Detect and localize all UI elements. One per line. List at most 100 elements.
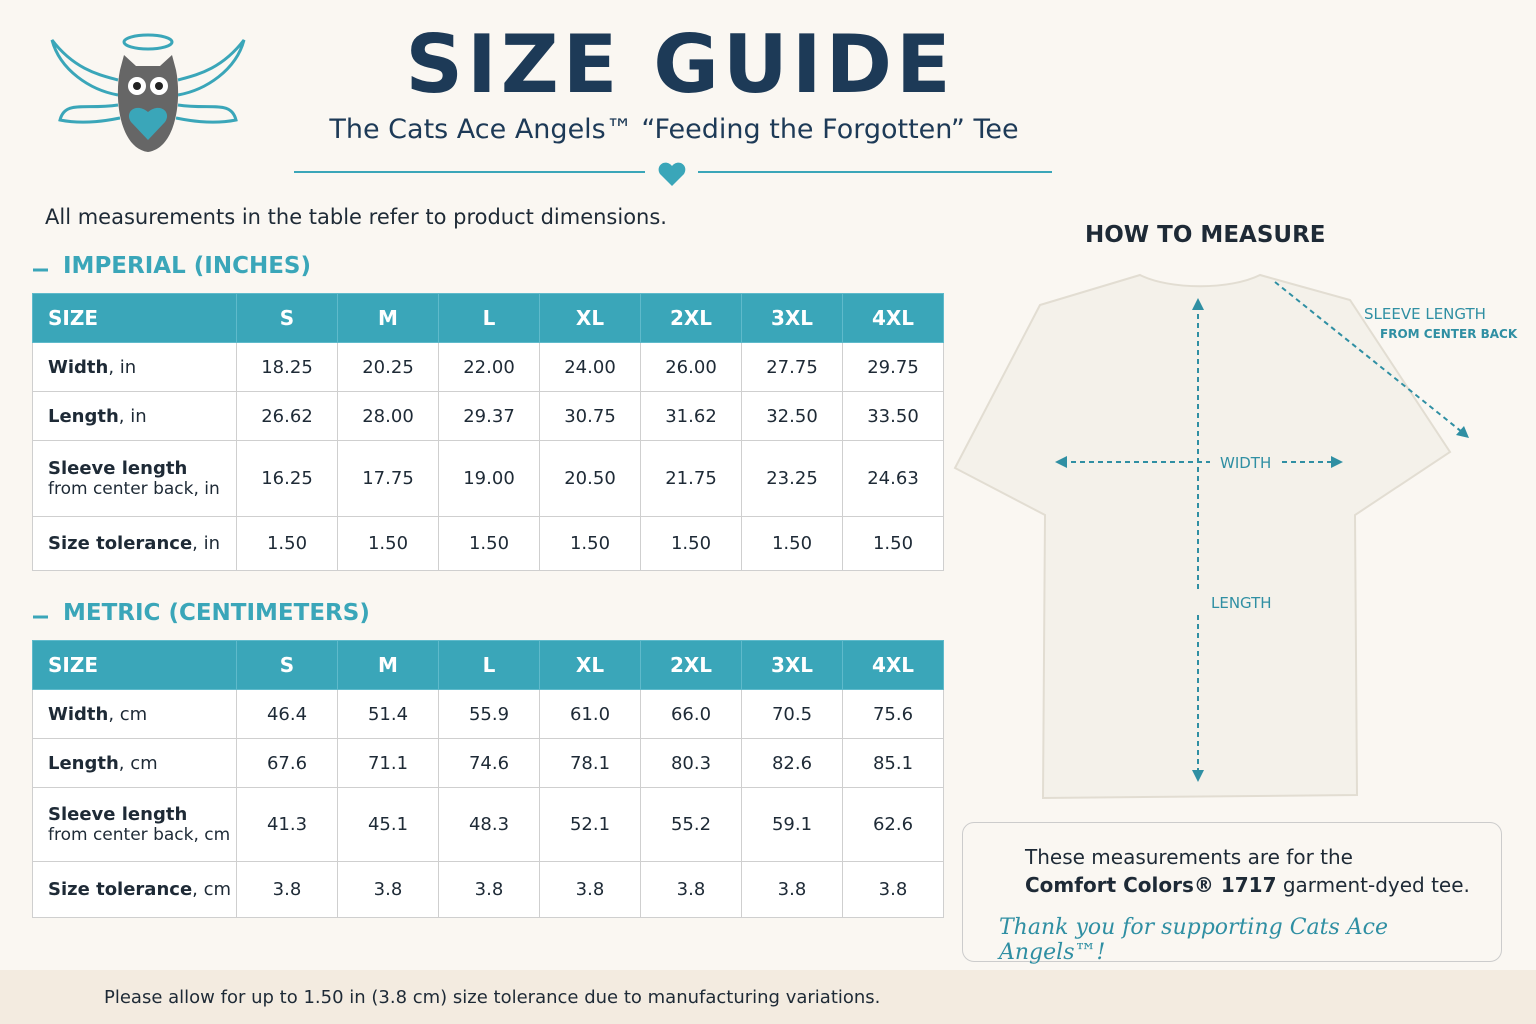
unit: , in — [108, 356, 137, 378]
measure-name: Length — [48, 752, 119, 774]
cell: 55.9 — [438, 689, 540, 739]
cell: 48.3 — [438, 787, 540, 862]
row-label: Width, in — [32, 342, 237, 392]
length-label: LENGTH — [1211, 594, 1272, 612]
cell: 26.62 — [236, 391, 338, 441]
row-label: Sleeve length from center back, in — [32, 440, 237, 517]
measure-name: Sleeve length — [48, 804, 188, 825]
column-header: M — [337, 293, 439, 343]
header-row: SIZE S M L XL 2XL 3XL 4XL — [32, 293, 944, 343]
cell: 59.1 — [741, 787, 843, 862]
cell: 29.75 — [842, 342, 944, 392]
table-row: Length, cm 67.6 71.1 74.6 78.1 80.3 82.6 85.1 — [32, 738, 944, 788]
cell: 23.25 — [741, 440, 843, 517]
note-line: These measurements are for the — [1025, 845, 1353, 869]
cell: 26.00 — [640, 342, 742, 392]
thanks: Thank you for supporting Cats Ace Angels… — [999, 915, 1388, 965]
note-line: Comfort Colors® 1717 garment-dyed tee. — [1025, 873, 1470, 897]
column-header: 2XL — [640, 640, 742, 690]
measure-name: Sleeve length — [48, 458, 188, 479]
table-row: Size tolerance, in 1.50 1.50 1.50 1.50 1.50 1.… — [32, 516, 944, 571]
cell: 18.25 — [236, 342, 338, 392]
measure-name: Size tolerance — [48, 533, 193, 554]
note-box: These measurements are for the Comfort C… — [962, 822, 1502, 965]
cell: 74.6 — [438, 738, 540, 788]
cell: 1.50 — [236, 516, 338, 571]
cell: 20.25 — [337, 342, 439, 392]
measure-name: Width — [48, 356, 109, 378]
cell: 41.3 — [236, 787, 338, 862]
cell: 46.4 — [236, 689, 338, 739]
cell: 52.1 — [539, 787, 641, 862]
column-header: XL — [539, 640, 641, 690]
cell: 21.75 — [640, 440, 742, 517]
cell: 1.50 — [741, 516, 843, 571]
title: SIZE GUIDE — [405, 18, 955, 111]
sleeve-label: SLEEVE LENGTH — [1364, 305, 1486, 323]
cell: 85.1 — [842, 738, 944, 788]
size-table: SIZE S M L XL 2XL 3XL 4XL Width, in 18.25 20.25 22.… — [32, 293, 944, 571]
table-row: Sleeve length from center back, in 16.25 17… — [32, 440, 944, 517]
column-header: 3XL — [741, 640, 843, 690]
cell: 3.8 — [741, 861, 843, 918]
unit: , cm — [192, 879, 232, 900]
table-row: Size tolerance, cm 3.8 3.8 3.8 3.8 3.8 3.8 3.8 — [32, 861, 944, 918]
cell: 32.50 — [741, 391, 843, 441]
table-row: Length, in 26.62 28.00 29.37 30.75 31.62 32.50… — [32, 391, 944, 441]
cell: 67.6 — [236, 738, 338, 788]
cell: 27.75 — [741, 342, 843, 392]
row-label: Sleeve length from center back, cm — [32, 787, 237, 862]
cell: 1.50 — [640, 516, 742, 571]
cell: 24.00 — [539, 342, 641, 392]
width-label: WIDTH — [1218, 454, 1274, 472]
column-header: 4XL — [842, 640, 944, 690]
column-header: 4XL — [842, 293, 944, 343]
sub-label: from center back, cm — [48, 825, 231, 845]
row-label: Length, cm — [32, 738, 237, 788]
table-row: Width, cm 46.4 51.4 55.9 61.0 66.0 70.5 75.6 — [32, 689, 944, 739]
row-label: Width, cm — [32, 689, 237, 739]
cell: 82.6 — [741, 738, 843, 788]
footer-text: Please allow for up to 1.50 in (3.8 cm) … — [104, 987, 881, 1008]
cell: 17.75 — [337, 440, 439, 517]
cell: 45.1 — [337, 787, 439, 862]
footer: Please allow for up to 1.50 in (3.8 cm) … — [0, 970, 1536, 1024]
row-label: Length, in — [32, 391, 237, 441]
cell: 62.6 — [842, 787, 944, 862]
unit: , cm — [108, 703, 148, 725]
table-row: Sleeve length from center back, cm 41.3 45.… — [32, 787, 944, 862]
measure-name: Size tolerance — [48, 879, 193, 900]
unit: , in — [192, 533, 221, 554]
brand: Comfort Colors® 1717 — [1025, 873, 1277, 897]
table-row: Width, in 18.25 20.25 22.00 24.00 26.00 27.75 2… — [32, 342, 944, 392]
divider — [294, 162, 1052, 186]
column-header: XL — [539, 293, 641, 343]
note-text: garment-dyed tee. — [1276, 873, 1470, 897]
measure-name: Length — [48, 405, 119, 427]
cell: 16.25 — [236, 440, 338, 517]
sub-label: from center back, in — [48, 479, 220, 499]
cell: 30.75 — [539, 391, 641, 441]
cell: 66.0 — [640, 689, 742, 739]
measure-arrows — [1055, 281, 1469, 782]
cell: 3.8 — [539, 861, 641, 918]
cell: 1.50 — [539, 516, 641, 571]
cell: 28.00 — [337, 391, 439, 441]
column-header: S — [236, 640, 338, 690]
cell: 1.50 — [842, 516, 944, 571]
row-label: Size tolerance, cm — [32, 861, 237, 918]
cell: 51.4 — [337, 689, 439, 739]
tshirt — [953, 273, 1452, 800]
column-header: L — [438, 640, 540, 690]
column-header: S — [236, 293, 338, 343]
column-header: SIZE — [32, 293, 237, 343]
cell: 1.50 — [337, 516, 439, 571]
cell: 33.50 — [842, 391, 944, 441]
intro: All measurements in the table refer to p… — [45, 205, 667, 229]
cell: 70.5 — [741, 689, 843, 739]
cell: 3.8 — [337, 861, 439, 918]
cell: 55.2 — [640, 787, 742, 862]
unit: , in — [118, 405, 147, 427]
